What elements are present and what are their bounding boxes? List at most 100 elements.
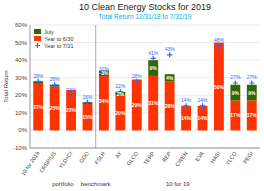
y-tick-label: 40% [15,57,28,63]
x-tick-label: TERP [142,150,156,166]
data-label: 22% [115,83,126,89]
legend: JulyYear to 6/30Year to 7/31 [34,29,73,49]
grid-line [30,112,260,113]
x-tick-label: EVA [194,150,205,162]
data-label: 48% [214,37,225,43]
data-label: 20% [115,110,126,116]
bar [181,106,191,131]
data-label: 27% [230,74,241,80]
divider [95,25,96,148]
y-tick-label: -10% [13,145,28,151]
y-axis-line [30,25,31,148]
y-tick-label: 60% [15,22,28,28]
legend-label: Year to 6/30 [44,36,73,42]
marker [151,56,156,61]
grid-line [30,60,260,61]
data-label: 29% [132,102,143,108]
y-tick-label: 10% [15,110,28,116]
bar [148,60,158,76]
data-label: 20% [66,87,77,93]
marker [183,103,188,108]
marker [200,103,205,108]
x-axis-line [30,148,260,149]
data-label: 9% [248,90,256,96]
grid-line [30,95,260,96]
plot-area [33,43,256,131]
data-label: 14% [197,115,208,121]
bar [99,71,109,131]
data-label: 14% [181,97,192,103]
grid-line [30,130,260,131]
bar [132,79,142,130]
bar [33,83,43,130]
y-tick-label: 50% [15,40,28,46]
legend-swatch [35,43,40,48]
bar [214,43,224,131]
grid-line [30,25,260,26]
data-label: 32% [99,66,110,72]
data-label: 14% [181,115,192,121]
marker [167,52,172,57]
grid-line [30,148,260,149]
marker [36,79,41,84]
bar [230,101,240,131]
data-label: 28% [33,73,44,79]
data-label: 16% [82,94,93,100]
chart: -10%0%10%20%30%40%50%60%Total Return27%2… [0,0,264,191]
data-label: 27% [33,104,44,110]
y-tick-label: 0% [18,127,27,133]
group-label: portfolio [52,181,74,187]
bar [148,76,158,130]
y-tick-label: 30% [15,75,28,81]
marker [134,79,139,84]
y-tick-label: 20% [15,92,28,98]
bar [165,81,175,130]
bar [83,104,93,130]
data-label: 4% [166,75,174,81]
y-axis: -10% 0% 10% 20% 30% 40% 50% 60% [13,22,260,151]
x-tick-label: CWEN [174,150,189,167]
data-label: 9% [150,65,158,71]
data-label: 23% [66,107,77,113]
title: 10 Clean Energy Stocks for 2019 [79,2,211,12]
data-label: 41% [148,50,159,56]
x-tick-label: GDO [78,150,91,164]
data-label: 43% [165,46,176,52]
data-label: 2% [117,91,125,97]
data-label: 26% [50,76,61,82]
legend-label: July [44,29,54,35]
data-label: 15% [82,114,93,120]
data-label: 34% [99,98,110,104]
bar [66,90,76,130]
x-tick-label: AY [114,150,123,159]
grid-line [30,77,260,78]
subtitle: Total Return 12/31/18 to 7/31/19 [99,13,192,20]
bar [165,74,175,81]
data-labels: 27%25%23%15%34%20%29%31%28%14%14%50%17%1… [33,37,257,121]
data-label: 17% [230,112,241,118]
bar [115,95,125,130]
marker [233,80,238,85]
marker [216,43,221,48]
x-tick-label: YLD+CI [57,150,73,170]
data-label: 14% [197,97,208,103]
bar [247,85,257,101]
data-label: 28% [132,73,143,79]
data-label: 27% [247,74,258,80]
legend-swatch [34,36,41,41]
x-tick-label: HASI [209,150,222,164]
x-tick-label: FSLR [93,150,106,165]
data-label: 25% [50,105,61,111]
bar [247,101,257,131]
marker [85,100,90,105]
data-label: 9% [232,90,240,96]
data-label: 31% [148,100,159,106]
data-label: 17% [247,112,258,118]
marker [68,93,73,98]
marker [249,80,254,85]
legend-label: Year to 7/31 [44,43,73,49]
x-tick-label: YLCO [224,150,238,166]
bar [198,106,208,131]
group-label: benchmark [81,181,112,187]
x-tick-label: 10 for 2019 [20,150,41,176]
